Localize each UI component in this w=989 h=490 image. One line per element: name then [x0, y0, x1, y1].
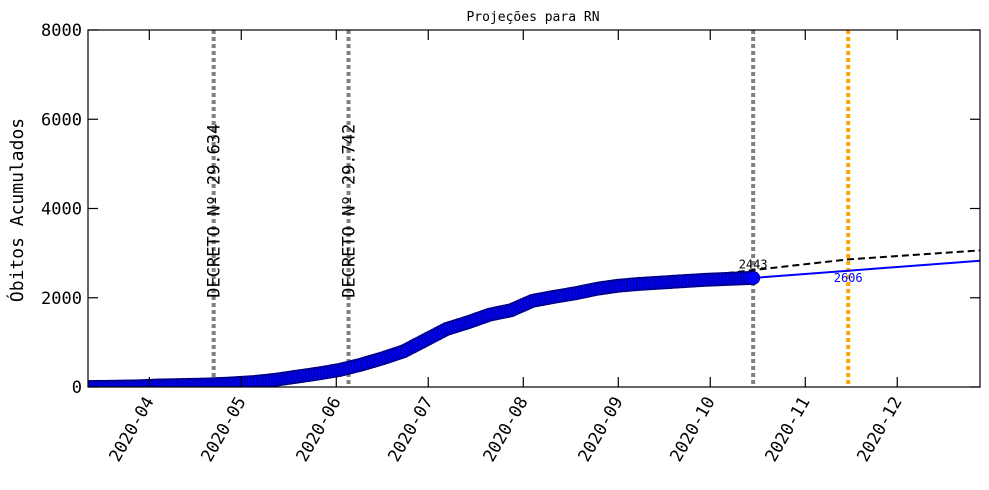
reference-line-label-2: DECRETO Nº 29.742: [340, 124, 360, 298]
y-tick-label: 4000: [41, 200, 82, 220]
value-annotation-1: 2443: [739, 258, 768, 272]
y-tick-label: 8000: [41, 21, 82, 41]
chart-title: Projeções para RN: [466, 10, 599, 25]
projection-line-solid: [753, 259, 980, 279]
reference-line-label-1: DECRETO Nº 29.634: [205, 124, 225, 298]
y-tick-label: 0: [72, 378, 82, 398]
data-point: [746, 270, 761, 285]
value-annotation-2: 2606: [834, 271, 863, 285]
plot-content: [88, 30, 980, 387]
y-tick-label: 6000: [41, 110, 82, 130]
y-tick-label: 2000: [41, 289, 82, 309]
y-axis-label: Óbitos Acumulados: [6, 118, 28, 302]
